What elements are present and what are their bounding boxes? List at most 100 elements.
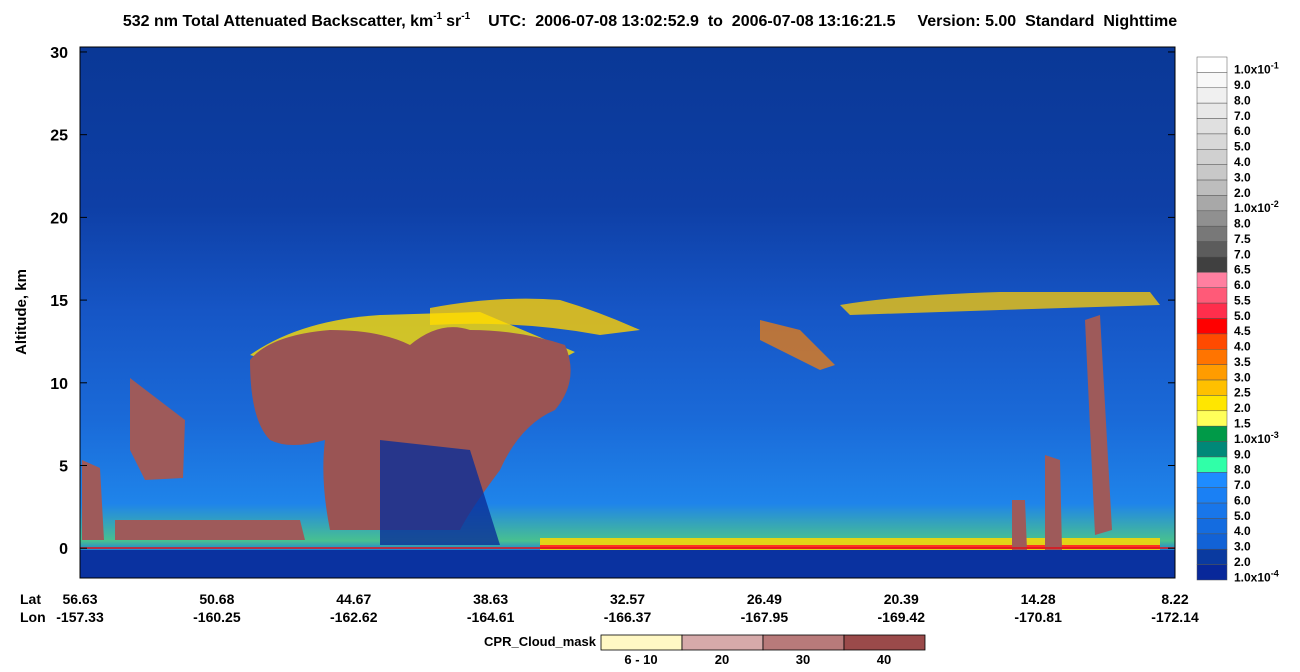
y-axis-label: Altitude, km bbox=[13, 269, 30, 355]
y-tick-label: 30 bbox=[50, 45, 68, 62]
lat-label: 38.63 bbox=[473, 591, 508, 607]
lon-label: -167.95 bbox=[741, 609, 789, 625]
colorbar-label: 1.0x10-3 bbox=[1234, 430, 1279, 446]
colorbar-box bbox=[1196, 533, 1228, 550]
colorbar-box bbox=[1196, 564, 1228, 581]
colorbar-box bbox=[1196, 72, 1228, 89]
colorbar-box bbox=[1196, 502, 1228, 519]
colorbar-box bbox=[1196, 333, 1228, 350]
colorbar-box bbox=[1196, 349, 1228, 365]
cloud-mask-category: 20 bbox=[715, 652, 729, 667]
colorbar-box bbox=[1196, 56, 1228, 73]
lat-label: 20.39 bbox=[884, 591, 919, 607]
colorbar-box bbox=[1196, 102, 1228, 119]
lon-label: -166.37 bbox=[604, 609, 652, 625]
cloud-mask-category: 6 - 10 bbox=[624, 652, 657, 667]
lat-label: 44.67 bbox=[336, 591, 371, 607]
colorbar-box bbox=[1196, 225, 1228, 242]
surface-return bbox=[540, 545, 1160, 549]
colorbar-label-base: 1.0x10 bbox=[1234, 63, 1271, 77]
colorbar-box bbox=[1196, 456, 1228, 473]
lon-label: -169.42 bbox=[878, 609, 926, 625]
colorbar-label: 5.0 bbox=[1234, 509, 1251, 523]
curtain bbox=[79, 46, 1176, 579]
y-tick-label: 15 bbox=[50, 293, 68, 310]
cloud-mask-label: CPR_Cloud_mask bbox=[484, 634, 597, 649]
colorbar-label: 6.5 bbox=[1234, 263, 1251, 277]
colorbar-label: 8.0 bbox=[1234, 93, 1251, 107]
cirrus bbox=[840, 292, 1160, 315]
colorbar-box bbox=[1196, 133, 1228, 150]
colorbar-label: 2.0 bbox=[1234, 186, 1251, 200]
colorbar-label: 4.5 bbox=[1234, 324, 1251, 338]
subsurface bbox=[80, 550, 1175, 578]
lon-label: -162.62 bbox=[330, 609, 378, 625]
colorbar-label: 7.0 bbox=[1234, 478, 1251, 492]
colorbar-label: 3.0 bbox=[1234, 540, 1251, 554]
colorbar-label: 1.5 bbox=[1234, 416, 1251, 430]
cloud bbox=[1045, 455, 1062, 550]
cirrus bbox=[760, 320, 835, 370]
colorbar-box bbox=[1196, 472, 1228, 488]
lon-label: -160.25 bbox=[193, 609, 241, 625]
colorbar-label: 7.5 bbox=[1234, 232, 1251, 246]
colorbar-box bbox=[1196, 410, 1228, 427]
cloud bbox=[250, 327, 571, 530]
colorbar-box bbox=[1196, 256, 1228, 273]
colorbar-label-exp: -1 bbox=[1271, 61, 1279, 71]
colorbar-label: 2.0 bbox=[1234, 401, 1251, 415]
colorbar: 1.0x10-19.08.07.06.05.04.03.02.01.0x10-2… bbox=[1196, 56, 1279, 584]
x-labels: Lat Lon 56.63 -157.33 50.68 -160.25 44.67 -162.… bbox=[20, 591, 1199, 625]
colorbar-box bbox=[1196, 364, 1228, 381]
colorbar-label: 5.0 bbox=[1234, 140, 1251, 154]
cloud-mask-category: 40 bbox=[877, 652, 891, 667]
colorbar-label: 1.0x10-1 bbox=[1234, 61, 1279, 77]
title-time: UTC: 2006-07-08 13:02:52.9 to 2006-07-08… bbox=[488, 13, 895, 30]
colorbar-label: 6.0 bbox=[1234, 493, 1251, 507]
background bbox=[80, 47, 1175, 578]
colorbar-box bbox=[1196, 287, 1228, 304]
cirrus bbox=[430, 298, 640, 335]
colorbar-box bbox=[1196, 241, 1228, 258]
colorbar-label: 1.0x10-4 bbox=[1234, 568, 1279, 584]
y-tick-label: 10 bbox=[50, 376, 68, 393]
cloud-mask-box bbox=[681, 634, 764, 651]
cloud bbox=[82, 460, 104, 540]
title-quantity: 532 nm Total Attenuated Backscatter, km bbox=[123, 13, 433, 30]
lon-label: -157.33 bbox=[56, 609, 104, 625]
colorbar-box bbox=[1196, 302, 1228, 319]
colorbar-label: 3.0 bbox=[1234, 370, 1251, 384]
colorbar-label: 5.5 bbox=[1234, 293, 1251, 307]
cloud bbox=[115, 520, 305, 540]
colorbar-box bbox=[1196, 548, 1228, 565]
y-tick-label: 25 bbox=[50, 128, 68, 145]
colorbar-label: 4.0 bbox=[1234, 340, 1251, 354]
cloud-mask-box bbox=[762, 634, 845, 651]
colorbar-box bbox=[1196, 272, 1228, 288]
colorbar-box bbox=[1196, 195, 1228, 212]
colorbar-box bbox=[1196, 379, 1228, 396]
lat-label: 8.22 bbox=[1161, 591, 1188, 607]
cloud-mask-legend: CPR_Cloud_mask 6 - 10 20 30 40 bbox=[484, 634, 926, 667]
y-ticks: 0 5 10 15 20 25 30 bbox=[50, 45, 1175, 558]
colorbar-box bbox=[1196, 518, 1228, 535]
y-tick-label: 0 bbox=[59, 541, 68, 558]
colorbar-label-exp: -3 bbox=[1271, 430, 1279, 440]
cloud bbox=[130, 378, 185, 480]
title-unit: sr bbox=[446, 13, 461, 30]
colorbar-label: 3.0 bbox=[1234, 170, 1251, 184]
colorbar-label-exp: -4 bbox=[1271, 568, 1279, 578]
colorbar-label: 4.0 bbox=[1234, 155, 1251, 169]
colorbar-label: 8.0 bbox=[1234, 217, 1251, 231]
cloud-mask-category: 30 bbox=[796, 652, 810, 667]
colorbar-label-base: 1.0x10 bbox=[1234, 201, 1271, 215]
attenuated bbox=[380, 440, 500, 545]
colorbar-box bbox=[1196, 87, 1228, 104]
colorbar-box bbox=[1196, 118, 1228, 135]
title-exp: -1 bbox=[461, 11, 470, 22]
lat-label: 56.63 bbox=[62, 591, 97, 607]
lat-label: 26.49 bbox=[747, 591, 782, 607]
colorbar-label: 2.0 bbox=[1234, 555, 1251, 569]
cloud-mask-box bbox=[600, 634, 683, 651]
